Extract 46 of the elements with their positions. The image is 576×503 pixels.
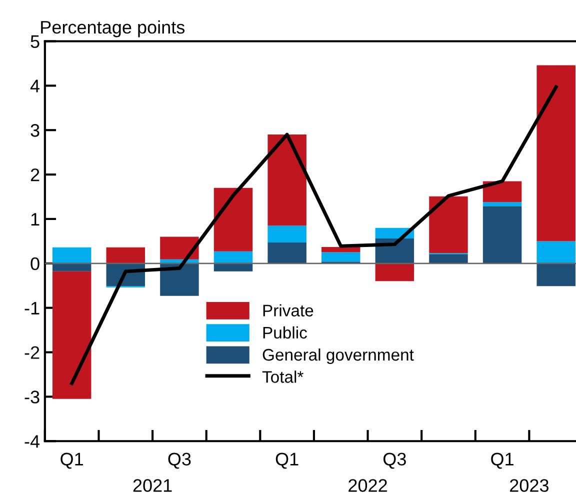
y-axis-title: Percentage points (41, 20, 185, 38)
legend-label: General government (262, 348, 414, 364)
bar (321, 246, 360, 252)
bar (375, 263, 414, 282)
text: 2021 (133, 479, 172, 492)
bar (482, 181, 522, 202)
bar (268, 242, 306, 264)
y-tick-label: -1 (24, 302, 40, 314)
x-tick-label: Q3 (168, 452, 191, 469)
y-tick-label: 5 (30, 35, 40, 48)
legend-label: Total* (262, 370, 304, 383)
y-tick-label: 3 (30, 124, 40, 137)
bar (268, 134, 306, 226)
bar (214, 263, 253, 272)
bar (52, 263, 92, 272)
bar (482, 202, 522, 206)
y-tick-label: -4 (24, 435, 40, 448)
legend-label: Public (263, 326, 307, 339)
bar (106, 247, 146, 264)
bar (52, 271, 92, 399)
x-tick-label: Q1 (276, 452, 298, 469)
legend-label: Private (263, 304, 314, 316)
text: 2023 (510, 479, 548, 492)
x-tick-label: Q3 (383, 452, 406, 469)
bar (268, 226, 306, 243)
bar (214, 188, 253, 252)
bar (536, 65, 576, 242)
bar (214, 251, 253, 264)
bar (160, 236, 199, 260)
bar (52, 247, 92, 264)
bar (482, 206, 522, 264)
bar (536, 241, 576, 264)
y-tick-label: 1 (31, 213, 40, 226)
x-tick-label: Q1 (491, 452, 514, 469)
x-tick-label: Q1 (60, 452, 83, 469)
bar (160, 263, 199, 296)
y-tick-label: 4 (30, 80, 40, 92)
y-tick-label: -2 (24, 346, 40, 359)
text: 2022 (348, 479, 387, 492)
y-tick-label: 0 (30, 257, 40, 270)
line-series (70, 85, 558, 386)
bar (321, 252, 360, 262)
bar (536, 263, 576, 286)
bar (429, 196, 468, 254)
y-tick-label: 2 (30, 168, 40, 182)
y-tick-label: -3 (24, 390, 40, 404)
